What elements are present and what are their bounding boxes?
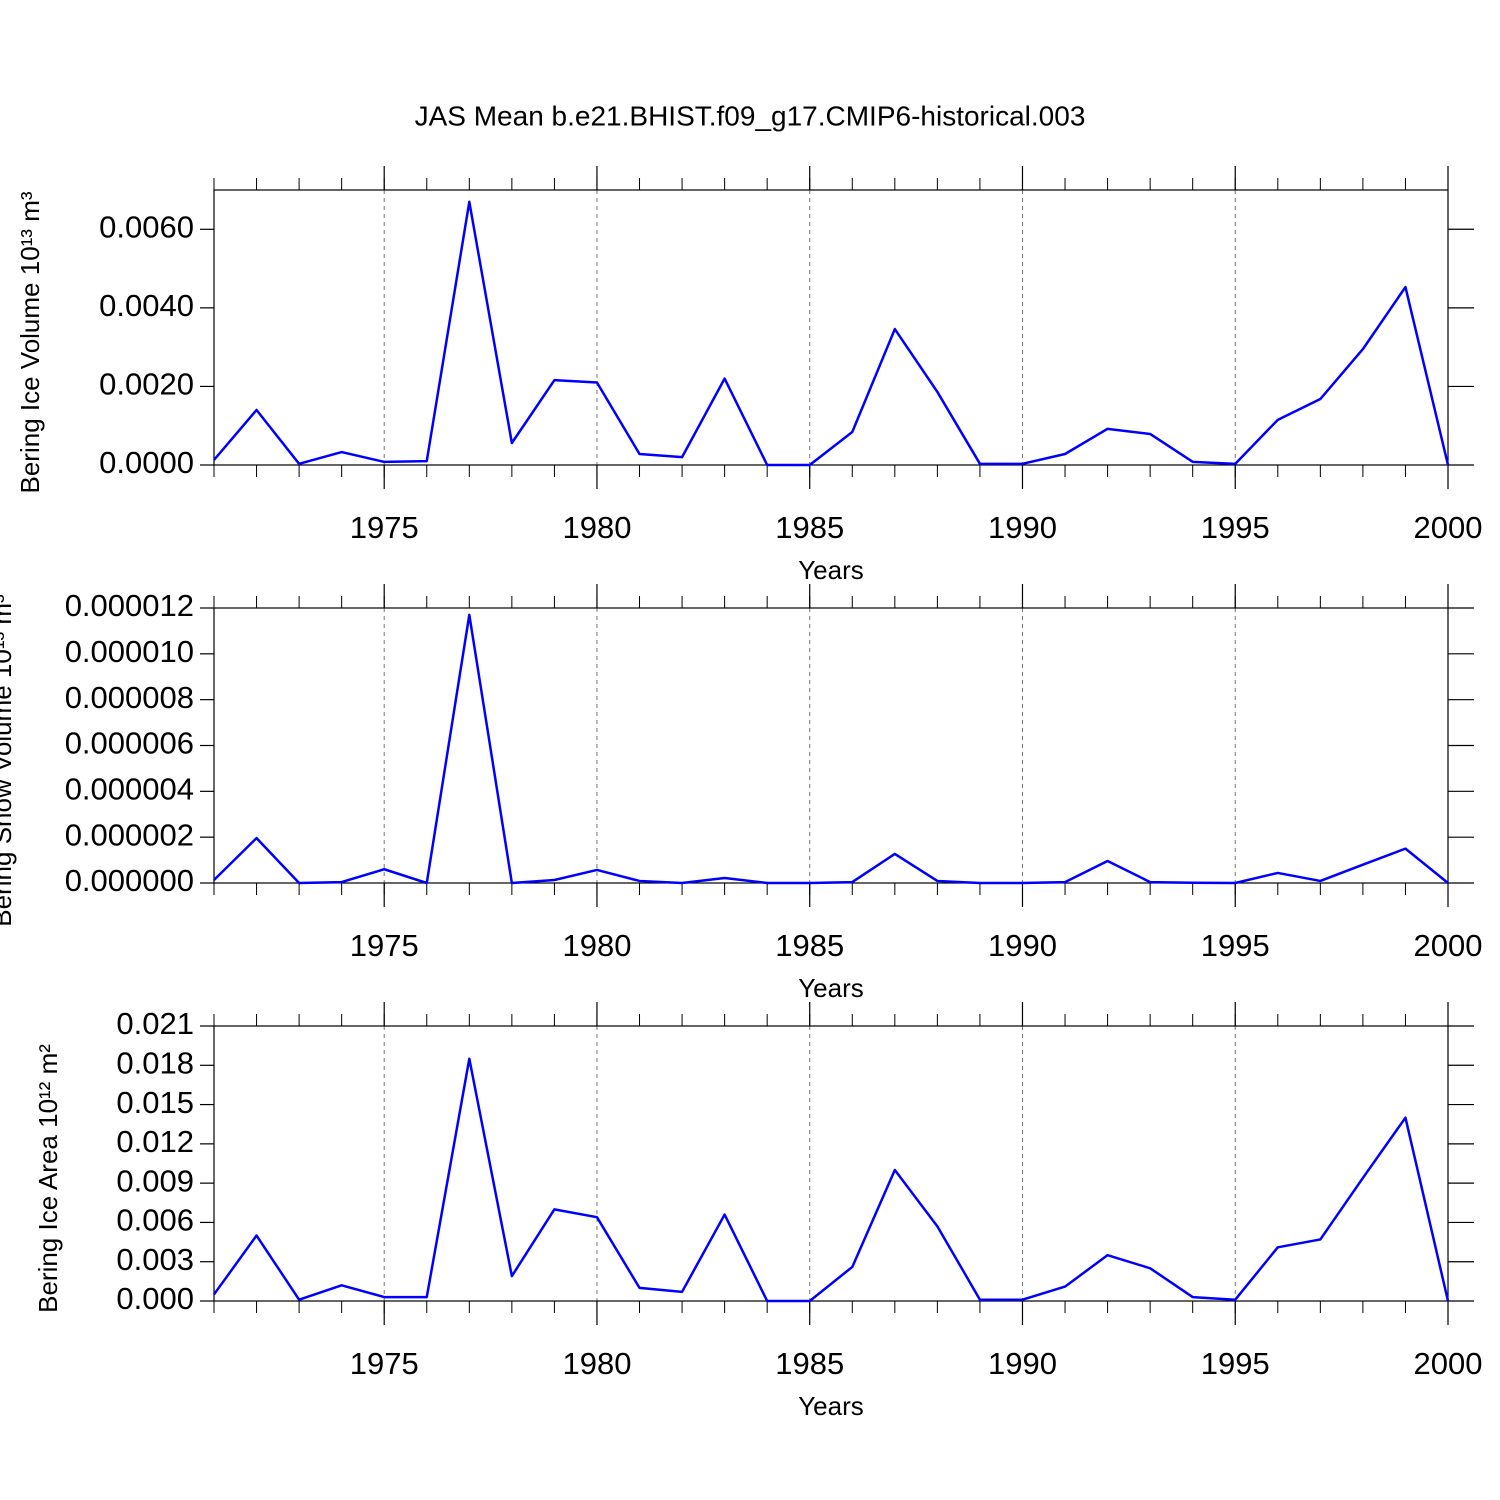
x-axis-label: Years: [798, 973, 864, 1003]
x-tick-label: 1980: [562, 510, 631, 545]
y-tick-label: 0.018: [116, 1045, 194, 1080]
y-tick-label: 0.000008: [65, 680, 194, 715]
x-tick-label: 1990: [988, 1346, 1057, 1381]
y-axis-label: Bering Ice Area 10¹² m²: [33, 1044, 63, 1313]
plot-frame: [213, 607, 1449, 884]
x-tick-label: 1980: [562, 1346, 631, 1381]
y-axis-label: Bering Snow Volume 10¹³ m³: [0, 594, 17, 927]
x-tick-label: 1975: [350, 510, 419, 545]
y-axis-label: Bering Ice Volume 10¹³ m³: [15, 191, 45, 493]
x-tick-label: 1990: [988, 510, 1057, 545]
y-tick-label: 0.0020: [99, 367, 194, 402]
y-tick-label: 0.000: [116, 1281, 194, 1316]
y-tick-label: 0.000002: [65, 817, 194, 852]
x-tick-label: 2000: [1414, 510, 1483, 545]
y-tick-label: 0.0060: [99, 209, 194, 244]
y-tick-label: 0.006: [116, 1203, 194, 1238]
x-tick-label: 1995: [1201, 510, 1270, 545]
x-tick-label: 1985: [775, 510, 844, 545]
x-tick-label: 1990: [988, 928, 1057, 963]
y-tick-label: 0.021: [116, 1006, 194, 1041]
y-tick-label: 0.0040: [99, 288, 194, 323]
data-line: [212, 1057, 1450, 1303]
y-tick-label: 0.009: [116, 1163, 194, 1198]
y-tick-label: 0.000004: [65, 772, 194, 807]
x-tick-label: 2000: [1414, 1346, 1483, 1381]
y-tick-label: 0.0000: [99, 445, 194, 480]
x-tick-label: 2000: [1414, 928, 1483, 963]
x-tick-label: 1975: [350, 1346, 419, 1381]
y-tick-label: 0.012: [116, 1124, 194, 1159]
y-tick-label: 0.000006: [65, 726, 194, 761]
plot-frame: [213, 189, 1449, 466]
y-tick-label: 0.015: [116, 1085, 194, 1120]
chart-title: JAS Mean b.e21.BHIST.f09_g17.CMIP6-histo…: [415, 100, 1086, 131]
plot-frame: [213, 1025, 1449, 1302]
y-tick-label: 0.000000: [65, 863, 194, 898]
x-tick-label: 1975: [350, 928, 419, 963]
x-tick-label: 1995: [1201, 1346, 1270, 1381]
x-tick-label: 1985: [775, 1346, 844, 1381]
data-line: [213, 200, 1450, 467]
y-tick-label: 0.003: [116, 1242, 194, 1277]
y-tick-label: 0.000012: [65, 588, 194, 623]
x-axis-label: Years: [798, 1391, 864, 1421]
y-tick-label: 0.000010: [65, 634, 194, 669]
x-tick-label: 1985: [775, 928, 844, 963]
data-line: [213, 613, 1449, 885]
x-axis-label: Years: [798, 555, 864, 585]
x-tick-label: 1995: [1201, 928, 1270, 963]
x-tick-label: 1980: [562, 928, 631, 963]
